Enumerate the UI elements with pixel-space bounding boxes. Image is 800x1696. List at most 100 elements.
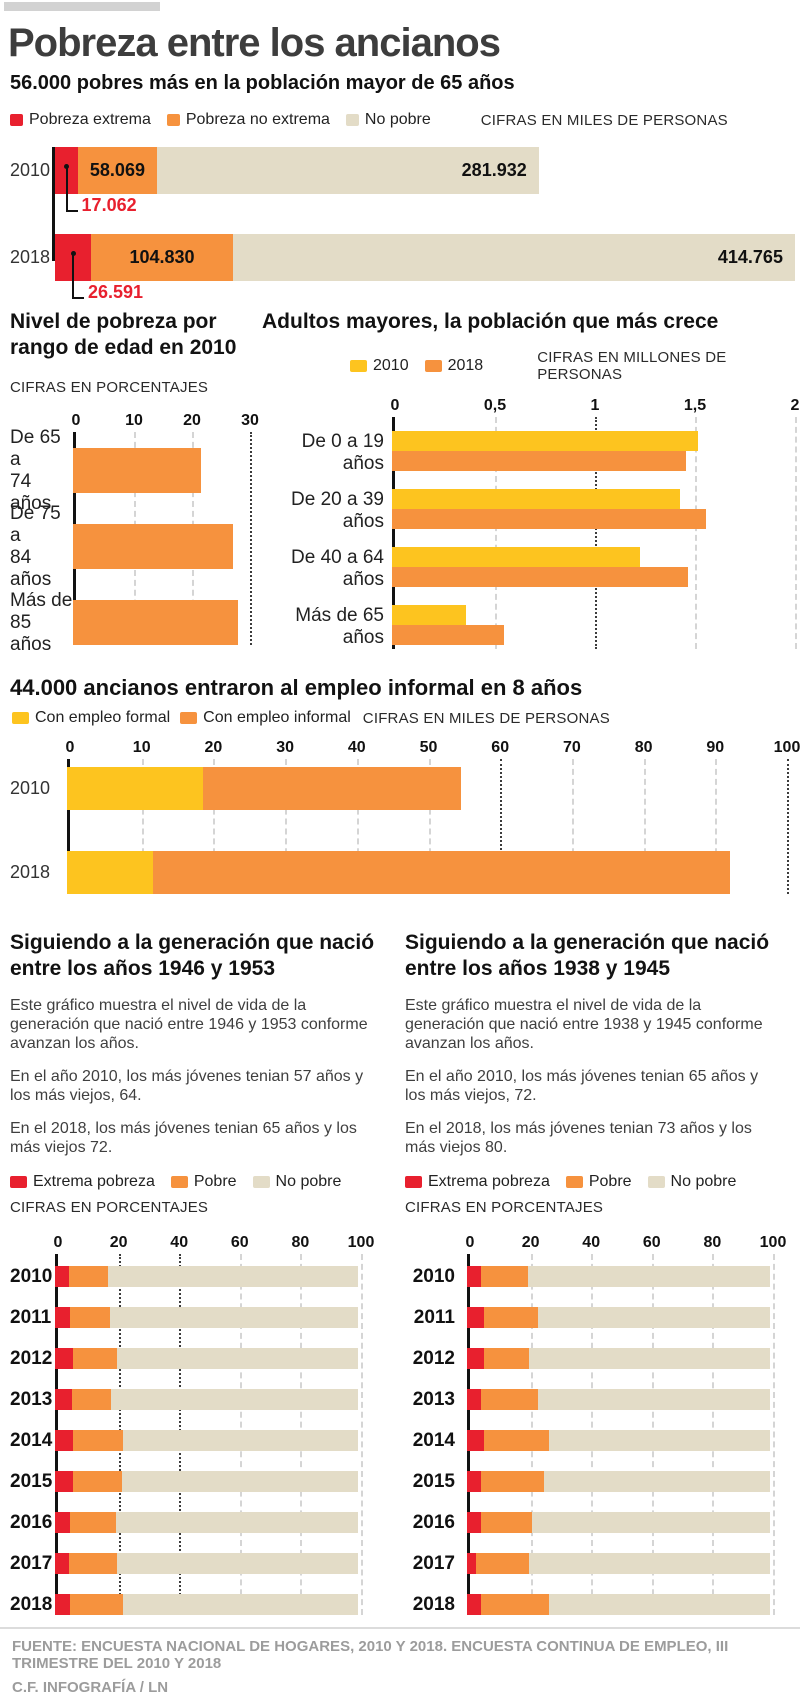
bar-2018-de-20-a-39-a-os [392,509,706,529]
category-label: De 75 a 84 años [10,503,73,590]
bar-group-de-40-a-64-a-os: De 40 a 64 años [262,547,800,591]
axis-tick: 100 [759,1234,787,1251]
bar-row-2013: 2013 [405,1389,788,1410]
category-label: 2015 [10,1470,53,1492]
bar-pair [392,431,698,475]
legend-swatch [405,1176,422,1188]
legend-swatch [565,1176,583,1188]
axis-tick: 100 [347,1234,375,1251]
bar-2018-de-0-a-19-a-os [392,451,686,471]
gridline [495,417,497,649]
category-label: De 0 a 19 años [301,431,384,474]
axis-line [67,759,70,894]
plot-area: 2010 2011 2012 2013 2014 2015 2016 2017 2018 [405,1254,788,1615]
legend-label: No pobre [670,1173,737,1190]
bar-row-2016: 2016 [10,1512,388,1533]
bar-row-2017: 2017 [10,1553,388,1574]
paragraph: Este gráfico muestra el nivel de vida de… [10,997,368,1052]
axis-tick: 0 [53,1234,63,1251]
bar-segment-pobre [483,1348,530,1369]
bar-segment-extrema-pobreza [55,1348,74,1369]
gridline [141,759,144,894]
axis-tick: 90 [706,739,725,756]
bar-segment-no-pobre: 414.765 [233,234,795,281]
bar-row-2014: 2014 [10,1430,388,1451]
bar-segment-no-pobre [121,1471,358,1492]
legend-swatch [170,1176,188,1188]
axis-tick: 10 [132,739,151,756]
category-label: 2015 [412,1470,455,1492]
legend-label: Pobre [193,1173,237,1190]
bar-segment-extrema-pobreza [55,1307,71,1328]
bar-m-s-de-85-a-os [73,600,239,645]
bar-segment-no-pobre [123,1594,358,1615]
category-label: 2016 [412,1511,455,1533]
bar-row-de-75-a-84-a-os: De 75 a 84 años [10,503,263,590]
legend-item-extrema-pobreza: Extrema pobreza [10,1173,155,1191]
paragraph: En el 2018, los más jóvenes tenian 73 añ… [405,1120,752,1156]
units-note: CIFRAS EN MILES DE PERSONAS [362,709,610,727]
legend-item-con-empleo-formal: Con empleo formal [12,709,170,727]
bar-value-label: 104.830 [129,247,195,267]
axis-tick: 40 [347,739,366,756]
legend-label: Pobreza extrema [29,111,151,128]
axis-tick: 20 [521,1234,540,1251]
axis-tick: 0 [65,739,75,756]
category-label: 2010 [412,1265,455,1287]
legend-generation-1946-1953: Extrema pobreza Pobre No pobre [10,1173,390,1191]
bar-2018-m-s-de-65-a-os [392,625,504,645]
axis-tick: 100 [773,739,800,756]
gridline [250,432,252,645]
legend-item-no-pobre: No pobre [647,1173,737,1191]
bar-segment-no-pobre [117,1553,358,1574]
axis-tick: 30 [276,739,294,756]
bar-pair [392,547,688,591]
gridline [356,759,359,894]
category-label: 2013 [10,1388,53,1410]
legend-swatch [10,1176,27,1188]
gridline [361,1254,363,1615]
bar-row-2010: 2010 58.069 281.932 17.062 [10,147,800,215]
bar-segment-extrema-pobreza [467,1553,477,1574]
legend-swatch [180,712,198,724]
bar-segment-extrema-pobreza [55,1266,69,1287]
bar-segment-no-pobre [123,1430,358,1451]
category-label: Más de 65 años [295,605,384,648]
bar-segment-extrema-pobreza [55,1471,74,1492]
units-note: CIFRAS EN PORCENTAJES [10,1199,209,1216]
bar-segment-extrema-pobreza [467,1389,481,1410]
chart-title-generation-1938-1945: Siguiendo a la generación que nació entr… [405,931,770,980]
legend-population-growth: 2010 2018 CIFRAS EN MILLONES DE PERSONAS [350,349,800,383]
column-generation-1938-1945: Siguiendo a la generación que nació entr… [405,930,790,1615]
section-middle: Nivel de pobreza por rango de edad en 20… [10,309,800,655]
gridline [595,417,597,649]
category-label: 2010 [10,160,51,180]
axis-tick: 1 [590,397,600,414]
legend-label: Pobreza no extrema [185,111,330,128]
legend-label: Con empleo formal [35,709,171,726]
axis-tick: 0,5 [483,397,507,414]
category-label: 2014 [412,1429,455,1451]
bar-segment-pobre [483,1307,539,1328]
bar-segment-no-pobre [538,1389,770,1410]
legend-employment: Con empleo formal Con empleo informal CIFR… [12,709,800,727]
bar-row-2010: 2010 [405,1266,788,1287]
axis-tick: 1,5 [683,397,707,414]
category-label-line: Más de [10,589,73,611]
axis-tick: 20 [109,1234,128,1251]
category-label-line: 84 años [10,546,52,590]
axis-tick: 2 [790,397,800,414]
legend-swatch [350,360,367,372]
callout-value-label: 26.591 [88,282,144,302]
category-label: 2014 [10,1429,53,1451]
bar-row-2018: 2018 [10,851,790,894]
paragraph: En el 2018, los más jóvenes tenian 65 añ… [10,1120,357,1156]
callout-dot [64,164,70,169]
chart-employment: 0 10 20 30 40 50 60 70 80 90 100 2010 2018 [10,739,800,894]
gridline [428,759,431,894]
category-label: De 40 a 64 años [291,547,384,590]
bar-segment-extrema-pobreza [467,1430,484,1451]
legend-item-pobreza-no-extrema: Pobreza no extrema [166,111,330,129]
legend-swatch [424,360,442,372]
category-label: 2017 [412,1552,455,1574]
